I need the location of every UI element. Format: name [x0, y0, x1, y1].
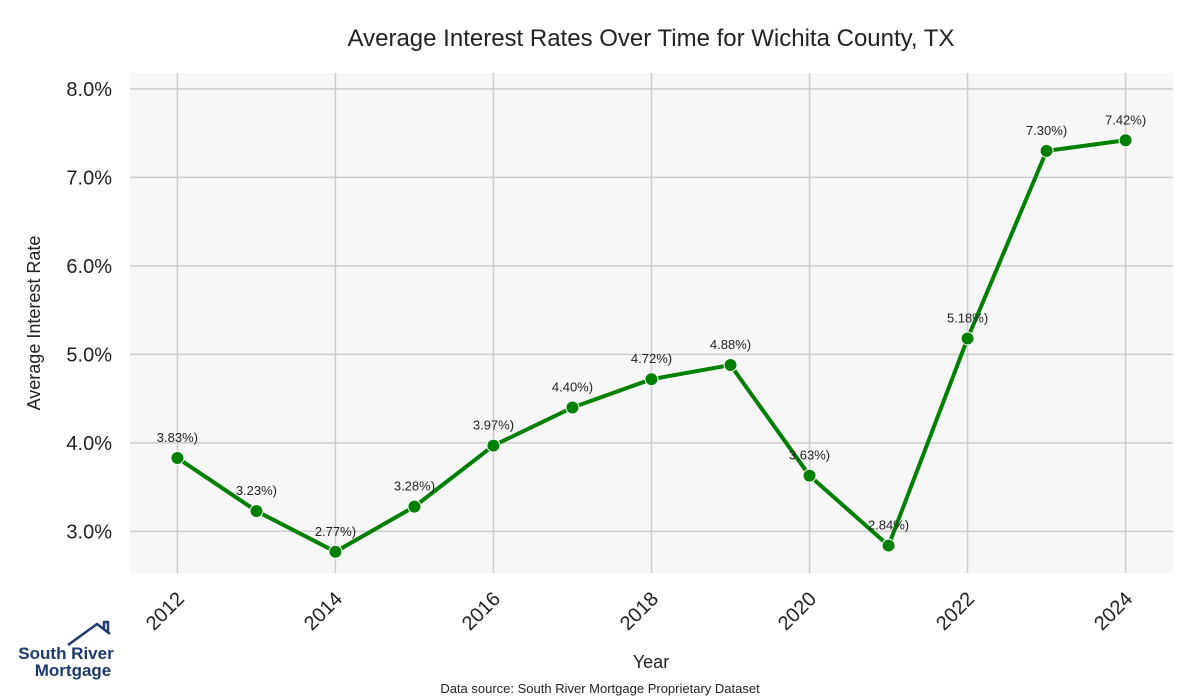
data-points — [170, 133, 1133, 559]
data-label: 3.23%) — [236, 483, 277, 498]
data-label: 3.83%) — [157, 430, 198, 445]
data-point — [328, 544, 343, 559]
data-point — [486, 438, 501, 453]
data-label: 5.18%) — [947, 310, 988, 325]
data-point — [723, 358, 738, 373]
y-tick-label: 3.0% — [66, 521, 112, 543]
x-axis-ticks: 2012 2014 2016 2018 2020 2022 2024 — [142, 588, 1137, 635]
data-label: 7.30%) — [1026, 123, 1067, 138]
data-label: 4.88%) — [710, 337, 751, 352]
x-axis-label: Year — [633, 652, 669, 672]
data-label: 2.84%) — [868, 518, 909, 533]
x-tick-label: 2018 — [616, 588, 663, 635]
company-logo: South River Mortgage — [18, 620, 114, 680]
data-label: 3.63%) — [789, 448, 830, 463]
grid-lines — [130, 73, 1173, 573]
logo-line1: South River — [18, 644, 114, 663]
data-label: 3.97%) — [473, 418, 514, 433]
x-tick-label: 2024 — [1090, 588, 1137, 635]
data-point — [881, 538, 896, 553]
x-tick-label: 2014 — [300, 588, 347, 635]
data-label: 3.28%) — [394, 479, 435, 494]
data-point — [960, 331, 975, 346]
data-point — [1118, 133, 1133, 148]
y-tick-label: 6.0% — [66, 256, 112, 278]
data-label: 4.40%) — [552, 380, 593, 395]
data-point — [170, 450, 185, 465]
data-labels: 3.83%) 3.23%) 2.77%) 3.28%) 3.97%) 4.40%) 4.72… — [157, 112, 1146, 539]
x-tick-label: 2020 — [774, 588, 821, 635]
data-point — [249, 504, 264, 519]
data-point — [1039, 143, 1054, 158]
chart-title: Average Interest Rates Over Time for Wic… — [348, 25, 955, 52]
y-tick-label: 8.0% — [66, 79, 112, 101]
data-label: 2.77%) — [315, 524, 356, 539]
data-label: 7.42%) — [1105, 112, 1146, 127]
data-point — [565, 400, 580, 415]
data-source-note: Data source: South River Mortgage Propri… — [440, 681, 760, 696]
x-tick-label: 2012 — [142, 588, 189, 635]
y-tick-label: 7.0% — [66, 167, 112, 189]
data-point — [407, 499, 422, 514]
x-tick-label: 2022 — [932, 588, 979, 635]
x-tick-label: 2016 — [458, 588, 505, 635]
y-tick-label: 4.0% — [66, 433, 112, 455]
data-point — [802, 468, 817, 483]
house-roof-icon — [67, 620, 111, 647]
y-axis-label: Average Interest Rate — [24, 236, 44, 411]
y-axis-ticks: 3.0% 4.0% 5.0% 6.0% 7.0% 8.0% — [66, 79, 112, 543]
logo-line2: Mortgage — [35, 661, 112, 680]
data-label: 4.72%) — [631, 351, 672, 366]
data-point — [644, 372, 659, 387]
y-tick-label: 5.0% — [66, 344, 112, 366]
